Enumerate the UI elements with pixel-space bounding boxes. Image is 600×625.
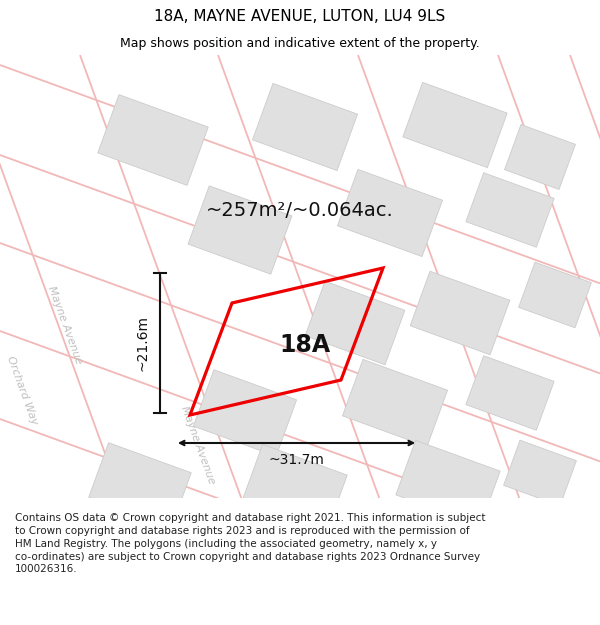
Polygon shape	[466, 356, 554, 430]
Polygon shape	[505, 124, 575, 189]
Text: Contains OS data © Crown copyright and database right 2021. This information is : Contains OS data © Crown copyright and d…	[15, 513, 485, 574]
Polygon shape	[343, 359, 448, 447]
Polygon shape	[396, 441, 500, 526]
Text: Map shows position and indicative extent of the property.: Map shows position and indicative extent…	[120, 38, 480, 51]
Polygon shape	[253, 83, 358, 171]
Polygon shape	[193, 370, 296, 456]
Text: ~31.7m: ~31.7m	[269, 453, 325, 467]
Text: Orchard Way: Orchard Way	[5, 354, 39, 426]
Polygon shape	[410, 271, 510, 355]
Polygon shape	[466, 173, 554, 248]
Polygon shape	[89, 442, 191, 528]
Polygon shape	[403, 82, 507, 168]
Polygon shape	[98, 94, 208, 186]
Polygon shape	[518, 262, 592, 328]
Polygon shape	[243, 444, 347, 529]
Text: ~21.6m: ~21.6m	[135, 315, 149, 371]
Text: 18A: 18A	[280, 333, 331, 357]
Text: ~257m²/~0.064ac.: ~257m²/~0.064ac.	[206, 201, 394, 219]
Text: Mayne Avenue: Mayne Avenue	[46, 284, 84, 366]
Polygon shape	[305, 281, 405, 365]
Polygon shape	[337, 169, 443, 257]
Text: Mayne Avenue: Mayne Avenue	[179, 404, 217, 486]
Polygon shape	[503, 440, 577, 506]
Text: 18A, MAYNE AVENUE, LUTON, LU4 9LS: 18A, MAYNE AVENUE, LUTON, LU4 9LS	[154, 9, 446, 24]
Polygon shape	[188, 186, 292, 274]
